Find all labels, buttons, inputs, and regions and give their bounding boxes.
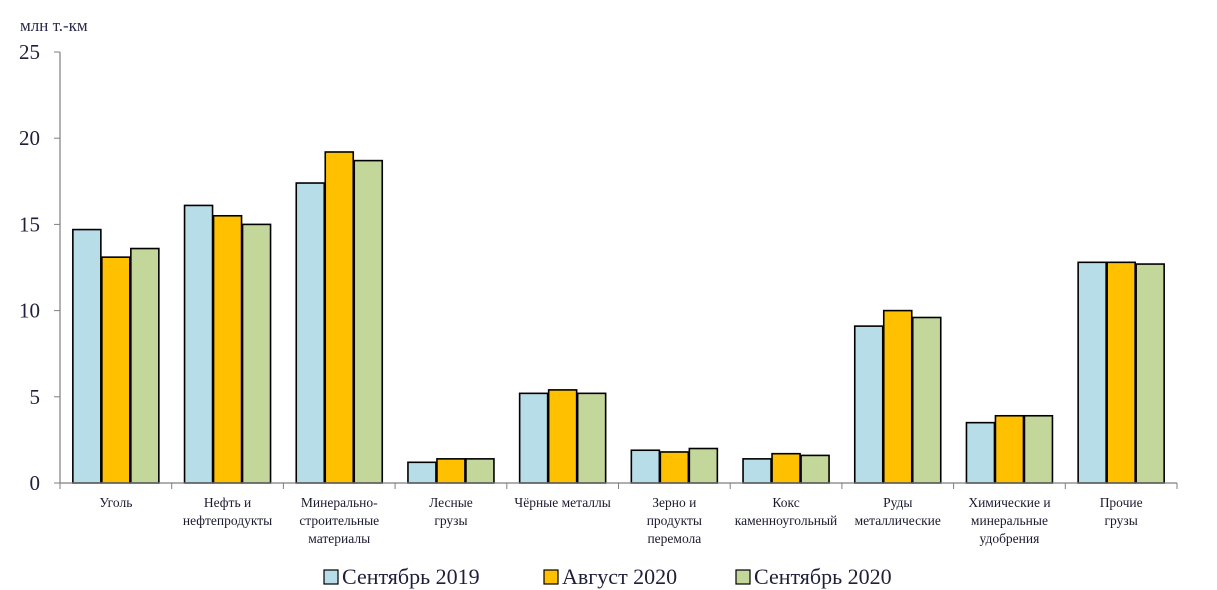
bar (965, 421, 996, 484)
bar (1106, 261, 1136, 484)
bar (1135, 263, 1165, 484)
bar (853, 325, 884, 484)
bars (72, 151, 1165, 484)
x-category-label: Руды металлические (855, 495, 941, 528)
bar (882, 309, 913, 484)
bar (295, 182, 326, 484)
x-category-label: Химические и минеральные удобрения (968, 495, 1050, 546)
axes (59, 52, 1178, 489)
y-tick-label: 25 (19, 40, 40, 64)
bar (353, 159, 384, 484)
x-category-label: Прочие грузы (1100, 495, 1143, 528)
x-category-label: Уголь (99, 495, 132, 510)
bar (688, 447, 719, 484)
bar (407, 461, 437, 484)
bar (659, 451, 690, 484)
x-category-label: Нефть и нефтепродукты (183, 495, 272, 528)
bar (1023, 414, 1054, 484)
bar (576, 392, 607, 484)
y-tick-label: 5 (30, 385, 41, 409)
legend-label: Август 2020 (562, 564, 677, 589)
bar (742, 458, 772, 484)
legend-swatch (543, 569, 559, 585)
bar (101, 256, 131, 484)
x-category-label: Минерально-строительные материалы (299, 495, 379, 546)
bar (212, 214, 243, 484)
bar (130, 247, 160, 484)
legend-label: Сентябрь 2019 (342, 564, 480, 589)
legend: Сентябрь 2019 Август 2020 Сентябрь 2020 (323, 564, 892, 589)
bar (241, 223, 272, 484)
bar (72, 228, 102, 484)
bar (911, 316, 942, 484)
bar (518, 392, 549, 484)
y-axis-label: млн т.-км (20, 16, 88, 35)
x-category-label: Чёрные металлы (514, 495, 610, 510)
bar (994, 414, 1025, 484)
y-tick-label: 15 (19, 212, 40, 236)
bar (547, 389, 578, 484)
bar (1077, 261, 1107, 484)
y-tick-label: 0 (30, 471, 41, 495)
x-category-label: Зерно и продукты перемола (647, 495, 702, 546)
y-axis-ticks: 0 5 10 15 20 25 (19, 40, 60, 495)
y-tick-label: 10 (19, 299, 40, 323)
bar (183, 204, 214, 484)
bar (324, 151, 355, 484)
x-category-label: Лесные грузы (429, 495, 473, 528)
x-category-label: Кокс каменноугольный (735, 495, 838, 528)
bar (771, 452, 801, 484)
legend-swatch (735, 569, 751, 585)
bar (436, 458, 466, 484)
legend-swatch (323, 569, 339, 585)
y-tick-label: 20 (19, 126, 40, 150)
bar (800, 454, 830, 484)
bar (630, 449, 661, 484)
category-labels: Уголь Нефть и нефтепродукты Минерально-стро… (99, 495, 1142, 546)
bar (465, 458, 495, 484)
legend-label: Сентябрь 2020 (754, 564, 892, 589)
